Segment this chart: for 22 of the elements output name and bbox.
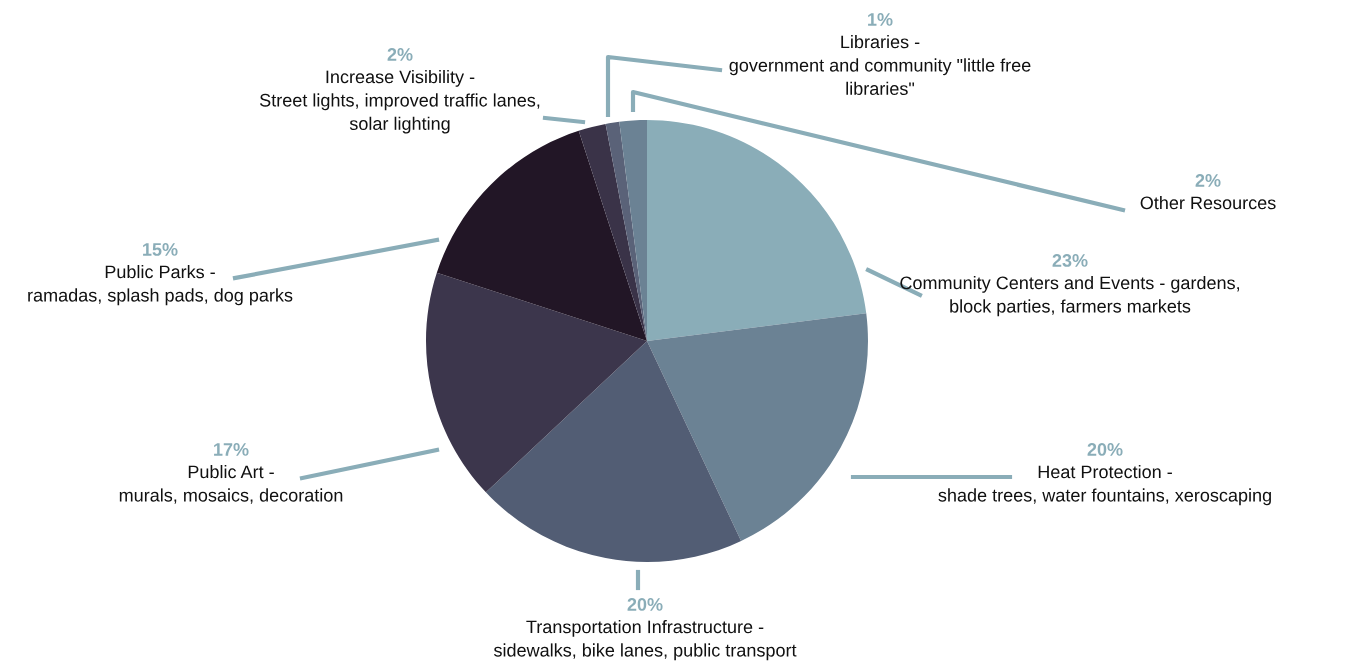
data-label: 20% [627,598,663,611]
data-label: 20% [1087,443,1123,456]
pie-slice [578,123,647,341]
slice-label: Public Art - murals, mosaics, decoration [119,465,343,504]
pie-slice [426,272,647,493]
data-label: 23% [1052,254,1088,267]
slice-label: Libraries - government and community "little free libraries" [729,35,1031,96]
slice-label: Increase Visibility - Street lights, improved traffic lanes, solar lighting [259,70,540,134]
slice-label: Heat Protection - shade trees, water fountains, xeroscaping [938,465,1271,506]
slice-label: Community Centers and Events - gardens, block parties, farmers markets [900,276,1239,317]
slice-label: Other Resources [1140,196,1276,210]
slice-label: Transportation Infrastructure - sidewalks, bike lanes, public transport [493,620,797,661]
slice-label: Public Parks - ramadas, splash pads, dog parks [28,265,293,306]
pie-slice [485,341,742,562]
data-label: 17% [214,443,249,456]
data-label: 2% [1195,174,1221,187]
pie-slice [647,313,868,541]
data-label: 1% [868,13,893,26]
data-label: 2% [387,48,413,61]
pie-slice [647,120,867,341]
data-label: 15% [143,243,178,256]
pie-slice [605,121,647,341]
